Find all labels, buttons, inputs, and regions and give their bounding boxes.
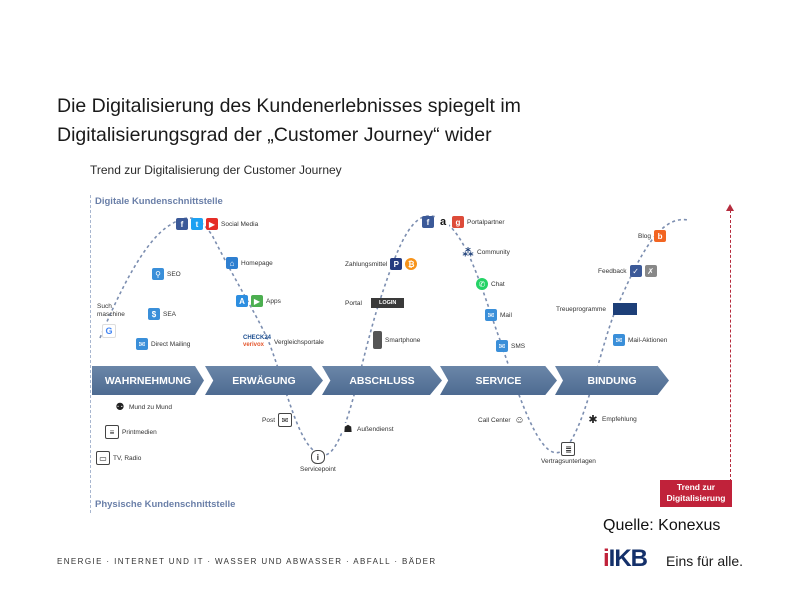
loyalty-card-icon — [612, 303, 637, 315]
touchpoint-empfehlung: ✱ Empfehlung — [587, 413, 637, 426]
field-agent-icon: ☗ — [342, 423, 354, 435]
touchpoint-call-center: Call Center ☺ — [478, 414, 526, 426]
facebook-icon: f — [422, 216, 434, 228]
newspaper-icon: ≡ — [105, 425, 119, 439]
phase-erwaegung: ERWÄGUNG — [205, 366, 323, 395]
googleplus-icon: g — [452, 216, 464, 228]
touchpoint-seo: ⚲ SEO — [152, 268, 181, 280]
touchpoint-zahlungsmittel: Zahlungsmittel P ₿ — [345, 258, 418, 270]
twitter-icon: t — [191, 218, 203, 230]
dislike-icon: ✗ — [644, 265, 657, 277]
paypal-icon: P — [390, 258, 403, 270]
touchpoint-blog: Blog b — [638, 230, 667, 242]
sms-icon: ✉ — [496, 340, 508, 352]
people-icon: ⚉ — [114, 401, 126, 413]
contract-icon: ≣ — [561, 442, 576, 456]
slide-title-line-2: Digitalisierungsgrad der „Customer Journ… — [57, 124, 492, 146]
touchpoint-portalpartner: f a g Portalpartner — [422, 216, 505, 228]
tv-icon: ▭ — [96, 451, 110, 465]
touchpoint-suchmaschine: Such maschine — [97, 303, 125, 318]
check24-logo: CHECK24 — [243, 335, 272, 341]
source-note: Quelle: Konexus — [603, 517, 721, 534]
touchpoint-vergleichsportale: CHECK24 verivox Vergleichsportale — [243, 335, 324, 348]
touchpoint-aussendienst: ☗ Außendienst — [342, 423, 394, 435]
touchpoint-post: Post ✉ — [262, 413, 293, 427]
touchpoint-printmedien: ≡ Printmedien — [105, 425, 157, 439]
vertical-axis — [90, 195, 92, 513]
mail-icon: ✉ — [485, 309, 497, 321]
touchpoint-mail: ✉ Mail — [485, 309, 512, 321]
chat-icon: ✆ — [476, 278, 488, 290]
amazon-icon: a — [437, 216, 449, 228]
touchpoint-homepage: ⌂ Homepage — [226, 257, 273, 269]
ikb-tagline: Eins für alle. — [666, 553, 744, 569]
touchpoint-chat: ✆ Chat — [476, 278, 505, 290]
letter-icon: ✉ — [278, 413, 293, 427]
slide-title-line-1: Die Digitalisierung des Kundenerlebnisse… — [57, 95, 521, 117]
trend-arrow-head — [726, 204, 734, 211]
homepage-icon: ⌂ — [226, 257, 238, 269]
appstore-icon: A — [236, 295, 248, 307]
ikb-logo: iIKB — [603, 545, 648, 572]
axis-top-label: Digitale Kundenschnittstelle — [95, 196, 223, 207]
touchpoint-tv-radio: ▭ TV, Radio — [96, 451, 141, 465]
touchpoint-community: ⁂ Community — [462, 246, 510, 259]
phase-abschluss: ABSCHLUSS — [322, 366, 442, 395]
touchpoint-social-media: f t ▶ Social Media — [176, 218, 258, 230]
verivox-logo: verivox — [243, 342, 265, 348]
journey-curve-path — [99, 215, 689, 456]
mail-icon: ✉ — [613, 334, 625, 346]
like-icon: ✓ — [629, 265, 642, 277]
headset-icon: ☺ — [513, 414, 526, 426]
touchpoint-apps: A ▶ Apps — [236, 295, 281, 307]
touchpoint-mund-zu-mund: ⚉ Mund zu Mund — [114, 401, 172, 413]
recommendation-icon: ✱ — [587, 413, 599, 426]
phase-service: SERVICE — [440, 366, 557, 395]
touchpoint-vertragsunterlagen: ≣ Vertragsunterlagen — [541, 442, 596, 465]
login-button: LOGIN — [370, 298, 405, 308]
axis-bottom-label: Physische Kundenschnittstelle — [95, 499, 236, 510]
phase-bindung: BINDUNG — [555, 366, 669, 395]
touchpoint-feedback: Feedback ✓ ✗ — [598, 265, 657, 277]
smartphone-icon — [373, 331, 382, 349]
touchpoint-portal: Portal LOGIN — [345, 298, 405, 308]
touchpoint-smartphone: Smartphone — [373, 331, 420, 349]
info-icon: i — [310, 450, 325, 464]
bitcoin-icon: ₿ — [405, 258, 418, 270]
playstore-icon: ▶ — [251, 295, 263, 307]
touchpoint-mail-aktionen: ✉ Mail-Aktionen — [613, 334, 667, 346]
mail-icon: ✉ — [136, 338, 148, 350]
touchpoint-sea: $ SEA — [148, 308, 176, 320]
sea-icon: $ — [148, 308, 160, 320]
diagram-title: Trend zur Digitalisierung der Customer J… — [90, 163, 342, 177]
touchpoint-sms: ✉ SMS — [496, 340, 525, 352]
trend-label: Trend zur Digitalisierung — [660, 480, 732, 507]
community-icon: ⁂ — [462, 246, 474, 259]
slide-title: Die Digitalisierung des Kundenerlebnisse… — [57, 92, 757, 150]
seo-icon: ⚲ — [152, 268, 164, 280]
phase-wahrnehmung: WAHRNEHMUNG — [92, 366, 204, 395]
touchpoint-treueprogramme: Treueprogramme — [556, 303, 637, 315]
trend-arrow-line — [730, 210, 731, 482]
touchpoint-servicepoint: i Servicepoint — [300, 450, 336, 473]
blog-icon: b — [654, 230, 667, 242]
touchpoint-direct-mailing: ✉ Direct Mailing — [136, 338, 190, 350]
footer-divisions: ENERGIE · INTERNET UND IT · WASSER UND A… — [57, 557, 437, 566]
youtube-icon: ▶ — [206, 218, 218, 230]
google-icon-point: G — [102, 324, 116, 338]
facebook-icon: f — [176, 218, 188, 230]
google-icon: G — [102, 324, 116, 338]
